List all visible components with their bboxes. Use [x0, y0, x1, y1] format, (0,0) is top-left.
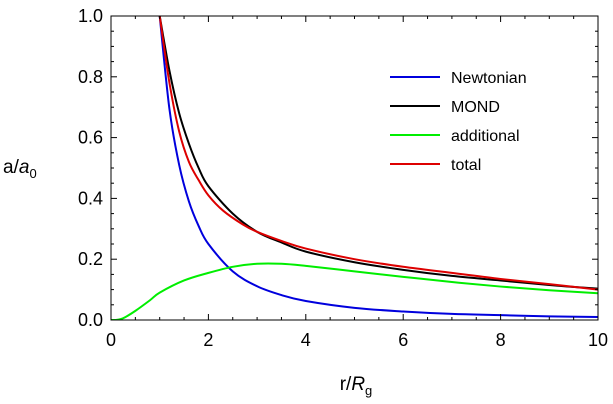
- y-tick-label: 0.2: [78, 249, 103, 269]
- x-tick-label: 6: [398, 330, 408, 350]
- legend-label-total: total: [451, 157, 481, 174]
- legend-label-additional: additional: [451, 128, 520, 145]
- y-tick-label: 0.4: [78, 188, 103, 208]
- x-axis-label: r/Rg: [340, 374, 373, 398]
- x-tick-label: 8: [496, 330, 506, 350]
- x-tick-label: 2: [203, 330, 213, 350]
- axes-frame: [110, 15, 599, 321]
- series-line-newtonian: [158, 16, 598, 318]
- ticks: 0 2 4 6 8 10 0.0 0.2 0.4 0.6 0.8 1.0: [78, 6, 608, 350]
- x-axis-label-italic: R: [351, 374, 365, 395]
- x-axis-label-sub: g: [365, 383, 372, 398]
- x-axis-label-base: r/: [340, 374, 352, 395]
- x-tick-label: 0: [106, 330, 116, 350]
- y-tick-label: 0.8: [78, 67, 103, 87]
- y-axis-label-base: a/: [3, 157, 20, 178]
- y-axis-label-italic: a: [19, 157, 30, 178]
- y-tick-label: 0.0: [78, 310, 103, 330]
- legend-label-mond: MOND: [451, 99, 500, 116]
- y-tick-label: 1.0: [78, 6, 103, 26]
- plot-lines: [111, 16, 598, 320]
- y-axis-label-sub: 0: [29, 166, 36, 181]
- legend-label-newtonian: Newtonian: [451, 70, 527, 87]
- series-line-additional: [111, 262, 598, 320]
- y-tick-label: 0.6: [78, 128, 103, 148]
- x-tick-label: 4: [301, 330, 311, 350]
- series-line-mond: [158, 16, 598, 290]
- plot-frame: [110, 15, 599, 321]
- legend: Newtonian MOND additional total: [390, 70, 527, 174]
- x-tick-label: 10: [588, 330, 608, 350]
- y-axis-label: a/a0: [3, 157, 37, 181]
- series-line-total: [158, 16, 598, 291]
